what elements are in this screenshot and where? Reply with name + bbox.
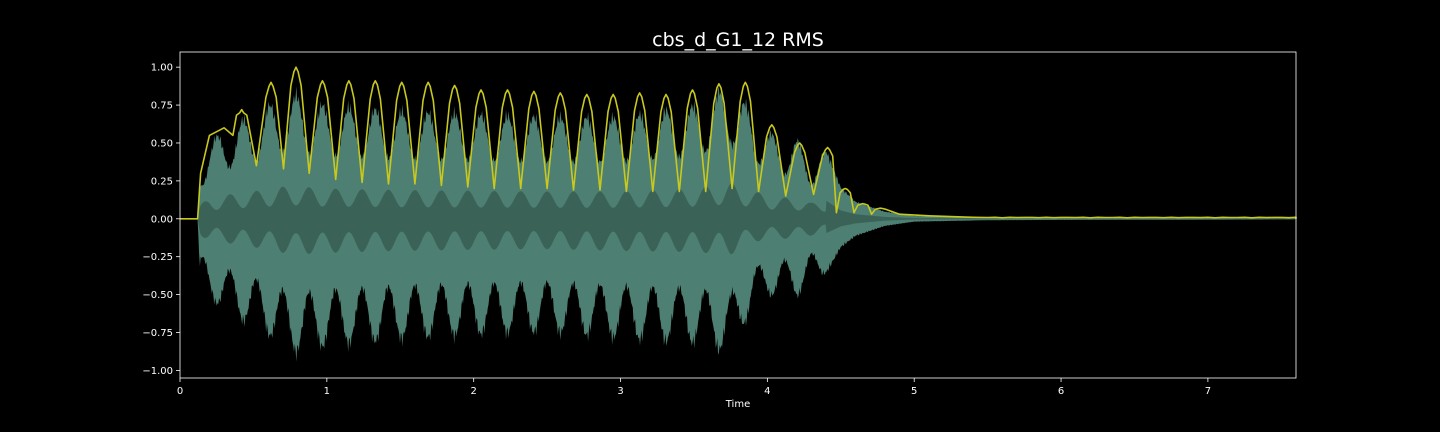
y-tick-label: 0.75 [151, 101, 173, 112]
y-tick-label: 0.00 [151, 214, 173, 225]
x-tick-label: 7 [1205, 386, 1211, 397]
x-tick-label: 0 [177, 386, 183, 397]
x-tick-label: 6 [1058, 386, 1064, 397]
x-axis: 0 1 2 3 4 5 6 7 [177, 378, 1211, 397]
y-tick-label: 1.00 [151, 63, 173, 74]
x-axis-label: Time [725, 399, 750, 410]
x-tick-label: 4 [764, 386, 770, 397]
y-tick-label: 0.25 [151, 176, 173, 187]
waveform-core [180, 183, 1296, 255]
y-axis: −1.00 −0.75 −0.50 −0.25 0.00 0.25 0.50 0.75 1.00 [142, 63, 180, 377]
plot-area [180, 66, 1297, 362]
axes-frame [179, 51, 1297, 379]
y-tick-label: −0.25 [142, 252, 173, 263]
x-tick-label: 2 [470, 386, 476, 397]
y-tick-label: −0.50 [142, 290, 173, 301]
rms-line [180, 66, 1297, 220]
x-tick-label: 1 [324, 386, 330, 397]
chart-title: cbs_d_G1_12 RMS [652, 29, 824, 51]
y-tick-label: 0.50 [151, 138, 173, 149]
y-tick-label: −1.00 [142, 366, 173, 377]
x-tick-label: 5 [911, 386, 917, 397]
x-tick-label: 3 [617, 386, 623, 397]
y-tick-label: −0.75 [142, 328, 173, 339]
